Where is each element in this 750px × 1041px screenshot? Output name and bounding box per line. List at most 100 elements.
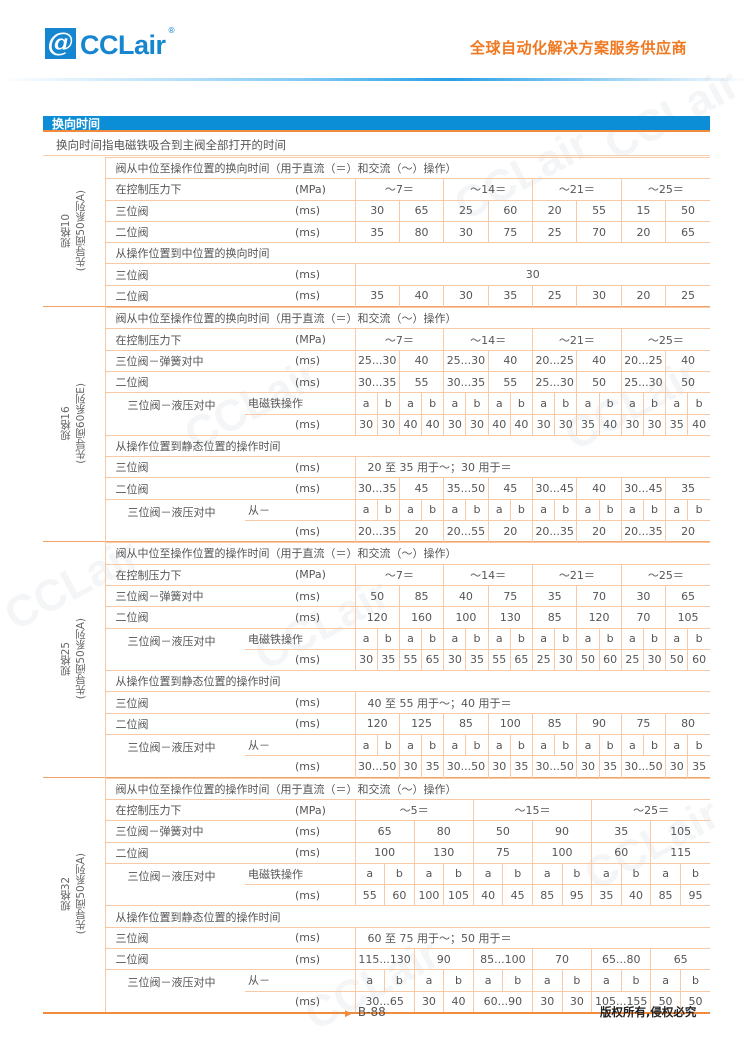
value-cell: 20 xyxy=(665,520,710,542)
ab-cell: a xyxy=(650,862,681,885)
row-label: 三位阀－液压对中 xyxy=(105,969,245,1013)
value-cell: 85 xyxy=(531,712,577,735)
value-cell: 30 xyxy=(443,220,489,243)
value-cell: 80 xyxy=(398,220,444,243)
ab-cell: b xyxy=(620,862,651,885)
subheading: 阀从中位至操作位置的换向时间（用于直流（＝）和交流（～）操作） xyxy=(105,156,710,179)
value-cell: 30...45 xyxy=(531,477,577,500)
sub-label: 电磁铁操作 xyxy=(245,627,355,650)
table-row: 在控制压力下 (MPa) ～5＝ ～15＝ ～25＝ xyxy=(43,798,711,821)
triangle-icon: ▶ xyxy=(345,1009,352,1019)
row-label: 三位阀 xyxy=(105,199,245,222)
value-cell: 100 xyxy=(443,606,489,629)
value-cell: ～14＝ xyxy=(443,328,533,351)
value-cell: 25 xyxy=(531,284,577,307)
row-label: 三位阀－弹簧对中 xyxy=(105,584,245,607)
ab-cell: b xyxy=(421,392,444,415)
table-row: 二位阀 (ms) 35 40 30 35 25 30 20 25 xyxy=(43,284,710,307)
row-label: 在控制压力下 xyxy=(105,328,245,351)
sub-label: 电磁铁操作 xyxy=(245,392,355,415)
value-cell: 85 xyxy=(398,584,444,607)
value-cell: 30...45 xyxy=(620,477,666,500)
table-row: (ms) 55 60 100 105 40 45 85 95 35 40 85 95 xyxy=(43,884,711,906)
size-title: 规格10 xyxy=(59,213,72,248)
size-subtitle: (先导阀50系列A) xyxy=(74,189,87,271)
table-row: 三位阀 (ms) 40 至 55 用于～；40 用于＝ xyxy=(43,691,710,714)
value-cell: 40 xyxy=(687,413,710,436)
ab-cell: b xyxy=(465,627,489,650)
table-subheading-row: 从操作位置到静态位置的操作时间 xyxy=(43,905,711,928)
ab-cell: b xyxy=(554,498,577,521)
value-cell: 50 xyxy=(576,648,600,671)
ab-cell: a xyxy=(398,627,422,650)
value-cell: 70 xyxy=(576,220,622,243)
value-cell: 35 xyxy=(421,755,444,778)
table-row: 三位阀－弹簧对中 (ms) 65 80 50 90 35 105 xyxy=(43,820,711,842)
unit-label: (MPa) xyxy=(295,563,355,586)
value-cell: 30...50 xyxy=(531,755,577,778)
row-label: 三位阀－液压对中 xyxy=(105,734,245,778)
ab-cell: a xyxy=(620,734,644,756)
table-subheading-row: 从操作位置到静态位置的操作时间 xyxy=(43,670,710,692)
value-cell: 35 xyxy=(665,477,710,500)
value-cell: 30...50 xyxy=(354,755,400,778)
table-row: 二位阀 (ms) 115...130 90 85...100 70 65...80 65 xyxy=(43,947,711,970)
value-cell: ～21＝ xyxy=(532,563,622,586)
value-cell: 30 xyxy=(354,199,400,222)
ab-cell: a xyxy=(531,498,555,521)
table-row: 三位阀－液压对中 从－ a b a b a b a b a b a b a b a b xyxy=(43,734,710,778)
value-cell: 95 xyxy=(679,884,711,906)
value-cell: 100 xyxy=(487,712,533,735)
slogan: 全球自动化解决方案服务供应商 xyxy=(470,39,688,57)
value-cell: 120 xyxy=(576,606,622,629)
table-row: 三位阀－弹簧对中 (ms) 50 85 40 75 35 70 30 65 xyxy=(43,584,710,607)
table-row: 二位阀 (ms) 120 125 85 100 85 90 75 80 xyxy=(43,712,710,735)
size-table: 规格16 (先导阀60系列E) 阀从中位至操作位置的换向时间（用于直流（＝）和交流（… xyxy=(43,307,710,543)
ab-cell: a xyxy=(591,969,622,992)
value-cell: 105 xyxy=(665,606,710,629)
value-cell: 45 xyxy=(487,477,533,500)
value-cell: 25...30 xyxy=(620,370,666,393)
value-cell: 20 xyxy=(487,520,533,542)
table-row: 二位阀 (ms) 100 130 75 100 60 115 xyxy=(43,841,711,864)
value-cell: ～7＝ xyxy=(354,328,444,351)
unit-label: (ms) xyxy=(295,990,355,1013)
ab-cell: a xyxy=(650,969,681,992)
value-cell: 40 xyxy=(509,413,533,436)
value-cell: ～14＝ xyxy=(443,178,533,201)
value-cell: 50 xyxy=(472,820,533,842)
value-cell: 40 xyxy=(398,413,422,436)
unit-label: (ms) xyxy=(295,370,355,393)
table-subheading-row: 从操作位置到静态位置的操作时间 xyxy=(43,434,710,457)
unit-label: (ms) xyxy=(295,199,355,222)
value-cell: 20...35 xyxy=(531,520,577,542)
ab-cell: b xyxy=(509,498,533,521)
table-row: 在控制压力下 (MPa) ～7＝ ～14＝ ～21＝ ～25＝ xyxy=(43,178,710,201)
unit-label: (ms) xyxy=(295,947,355,970)
value-cell: 20...35 xyxy=(354,520,400,542)
ab-cell: b xyxy=(687,392,710,415)
ab-cell: a xyxy=(576,627,600,650)
ab-cell: a xyxy=(413,862,444,885)
unit-label: (ms) xyxy=(295,926,355,949)
value-cell: 130 xyxy=(487,606,533,629)
value-cell: 25...30 xyxy=(354,349,400,372)
value-cell: 105 xyxy=(443,884,474,906)
ab-cell: a xyxy=(354,627,378,650)
table-row: (ms) 20...35 20 20...55 20 20...35 20 20...35 20 xyxy=(43,520,710,542)
ab-cell: a xyxy=(531,862,563,885)
value-cell: 105 xyxy=(650,820,711,842)
ab-cell: b xyxy=(642,498,666,521)
value-cell: 35 xyxy=(487,284,533,307)
value-cell: 30 xyxy=(354,648,378,671)
table-row: 三位阀 (ms) 30 65 25 60 20 55 15 50 xyxy=(43,199,710,222)
unit-label: (ms) xyxy=(295,755,355,778)
value-cell: ～21＝ xyxy=(532,328,622,351)
ab-cell: b xyxy=(376,734,400,756)
value-cell: 70 xyxy=(531,947,592,970)
value-cell: 65...80 xyxy=(591,947,651,970)
ab-cell: a xyxy=(665,627,688,650)
value-cell: 35 xyxy=(687,755,710,778)
value-cell: 90 xyxy=(576,712,622,735)
value-cell: 25 xyxy=(620,648,644,671)
